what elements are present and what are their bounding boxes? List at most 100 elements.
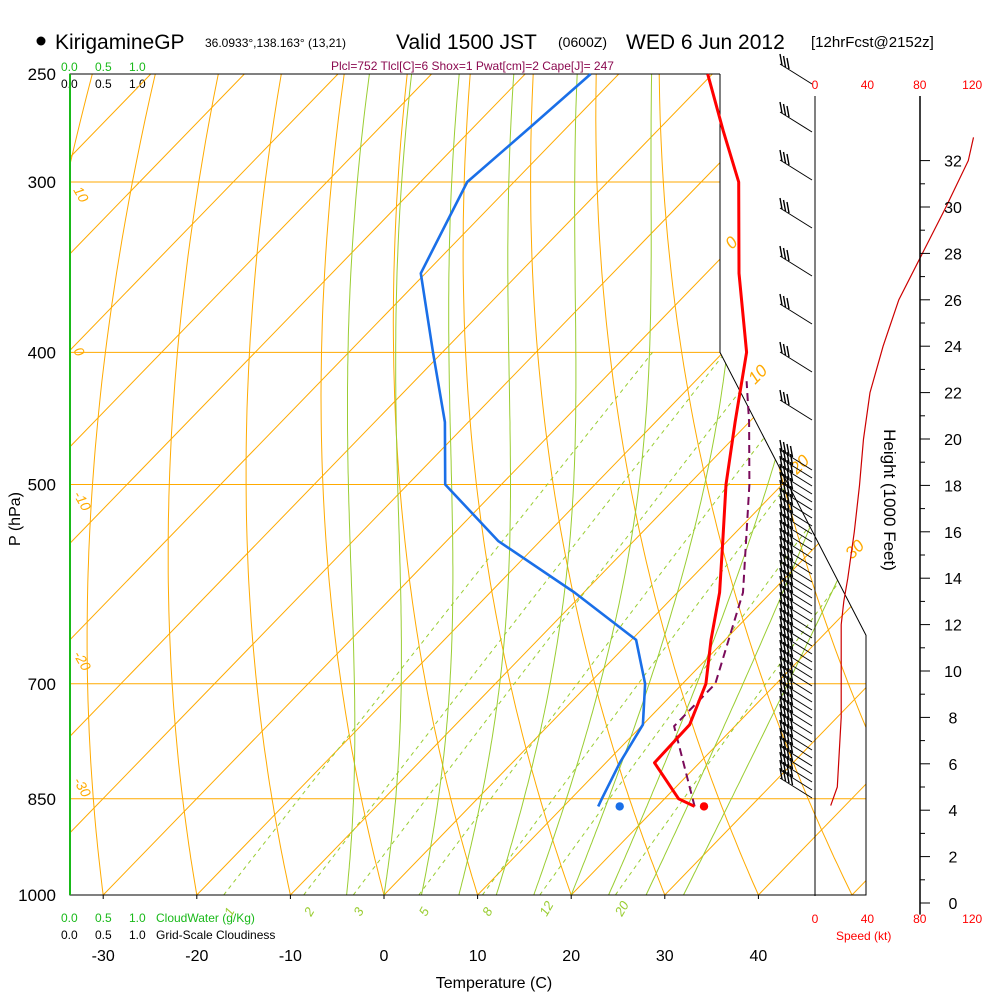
height-tick-label: 8 <box>949 710 958 727</box>
surface-dewpoint-dot <box>616 802 624 810</box>
cw-bottom-tick: 0.5 <box>95 911 112 925</box>
mixing-ratio-label: 2 <box>300 904 317 919</box>
temperature-profile-line <box>655 74 747 806</box>
wind-speed-profile-line <box>831 137 974 805</box>
dry-adiabat-label: 10 <box>744 361 771 388</box>
wind-barb-flag <box>784 248 786 259</box>
surface-temperature-dot <box>700 802 708 810</box>
wind-barb-flag <box>780 54 782 65</box>
dry-adiabat-line <box>463 50 582 924</box>
temperature-tick-label: -30 <box>92 948 115 965</box>
dry-adiabat-line <box>721 50 961 924</box>
pressure-tick-label: 850 <box>28 790 56 809</box>
wind-barb-flag <box>780 246 782 257</box>
pressure-tick-label: 300 <box>28 173 56 192</box>
height-tick-label: 22 <box>944 386 962 403</box>
mixing-ratio-label: 3 <box>350 904 367 918</box>
cloudiness-bottom-axis: 0.0 0.5 1.0 Grid-Scale Cloudiness <box>61 928 275 942</box>
wind-barb-flag <box>784 296 786 307</box>
wind-barb-flag <box>784 392 786 403</box>
wind-barb <box>780 294 812 324</box>
cloudiness-label: Grid-Scale Cloudiness <box>156 928 275 942</box>
height-tick-label: 24 <box>944 339 962 356</box>
mixing-ratio-label: 5 <box>416 904 433 918</box>
mixing-ratio-label: 20 <box>611 898 632 920</box>
isotherm-label: -20 <box>70 648 94 674</box>
height-tick-label: 10 <box>944 664 962 681</box>
speed-bottom-tick-label: 120 <box>962 912 982 926</box>
cw-top-tick: 1.0 <box>129 60 146 74</box>
parcel-profile-line <box>674 381 749 806</box>
mixing-ratio-label: 12 <box>536 898 557 919</box>
temperature-tick-label: 30 <box>656 948 674 965</box>
dry-adiabat-line <box>596 50 772 924</box>
height-axis-title: Height (1000 Feet) <box>880 429 899 571</box>
pressure-tick-label: 400 <box>28 343 56 362</box>
wind-barb-flag <box>784 152 786 163</box>
pressure-tick-label: 500 <box>28 476 56 495</box>
parcel-params: Plcl=752 Tlcl[C]=6 Shox=1 Pwat[cm]=2 Cap… <box>331 59 614 73</box>
height-tick-label: 16 <box>944 525 962 542</box>
pressure-tick-label: 700 <box>28 675 56 694</box>
height-tick-label: 4 <box>949 803 958 820</box>
wind-barb <box>780 54 812 84</box>
wind-barb-flag <box>787 298 789 309</box>
cw-bottom-tick: 0.0 <box>61 911 78 925</box>
cld-top-tick: 1.0 <box>129 77 146 91</box>
temperature-tick-label: 0 <box>380 948 389 965</box>
valid-date: WED 6 Jun 2012 <box>626 31 785 54</box>
cw-top-tick: 0.0 <box>61 60 78 74</box>
mixing-ratio-label: 8 <box>479 904 496 918</box>
pressure-tick-label: 1000 <box>18 886 56 905</box>
height-tick-label: 26 <box>944 293 962 310</box>
height-tick-label: 0 <box>949 896 958 913</box>
wind-barb-flag <box>787 250 789 261</box>
height-tick-label: 30 <box>944 200 962 217</box>
wind-barb <box>780 246 812 276</box>
speed-bottom-tick-label: 0 <box>812 912 819 926</box>
isotherm-line <box>852 74 1000 895</box>
dry-adiabat-line <box>970 50 1000 924</box>
isotherm-label: -30 <box>70 774 94 800</box>
wind-barb-flag <box>780 342 782 353</box>
cld-top-tick: 0.5 <box>95 77 112 91</box>
wind-barb-flag <box>784 104 786 115</box>
height-tick-label: 6 <box>949 757 958 774</box>
forecast-tag: [12hrFcst@2152z] <box>811 34 934 51</box>
grid-clipped <box>0 50 1000 924</box>
wind-barb-flag <box>780 150 782 161</box>
mixing-ratio-line <box>615 352 1000 895</box>
dewpoint-profile-line <box>421 74 645 806</box>
wind-barb-flag <box>787 346 789 357</box>
x-axis-title: Temperature (C) <box>436 975 552 992</box>
title-bullet <box>37 37 46 46</box>
speed-top-tick-label: 80 <box>913 78 927 92</box>
wind-barb-flag <box>784 344 786 355</box>
wind-barb-flag <box>784 56 786 67</box>
cloudwater-top-ticks: 0.0 0.5 1.0 <box>61 60 146 74</box>
valid-zulu: (0600Z) <box>558 34 607 50</box>
cld-bottom-tick: 1.0 <box>129 928 146 942</box>
wind-barb-flag <box>787 202 789 213</box>
mixing-ratio-line <box>540 352 939 895</box>
height-tick-label: 12 <box>944 618 962 635</box>
speed-top-tick-label: 0 <box>812 78 819 92</box>
temperature-tick-label: 10 <box>469 948 487 965</box>
wind-barb <box>780 198 812 228</box>
dry-adiabat-line <box>321 50 392 924</box>
mixing-ratio-line <box>419 352 830 895</box>
temperature-tick-label: 20 <box>562 948 580 965</box>
cw-top-tick: 0.5 <box>95 60 112 74</box>
wind-barb-flag <box>780 198 782 209</box>
height-tick-label: 20 <box>944 432 962 449</box>
dry-adiabat-line <box>246 50 297 924</box>
speed-top-tick-label: 120 <box>962 78 982 92</box>
height-tick-label: 18 <box>944 478 962 495</box>
temperature-tick-label: -10 <box>279 948 302 965</box>
cloudwater-label: CloudWater (g/Kg) <box>156 911 255 925</box>
cw-bottom-tick: 1.0 <box>129 911 146 925</box>
temperature-tick-label: 40 <box>750 948 768 965</box>
pressure-tick-label: 250 <box>28 65 56 84</box>
